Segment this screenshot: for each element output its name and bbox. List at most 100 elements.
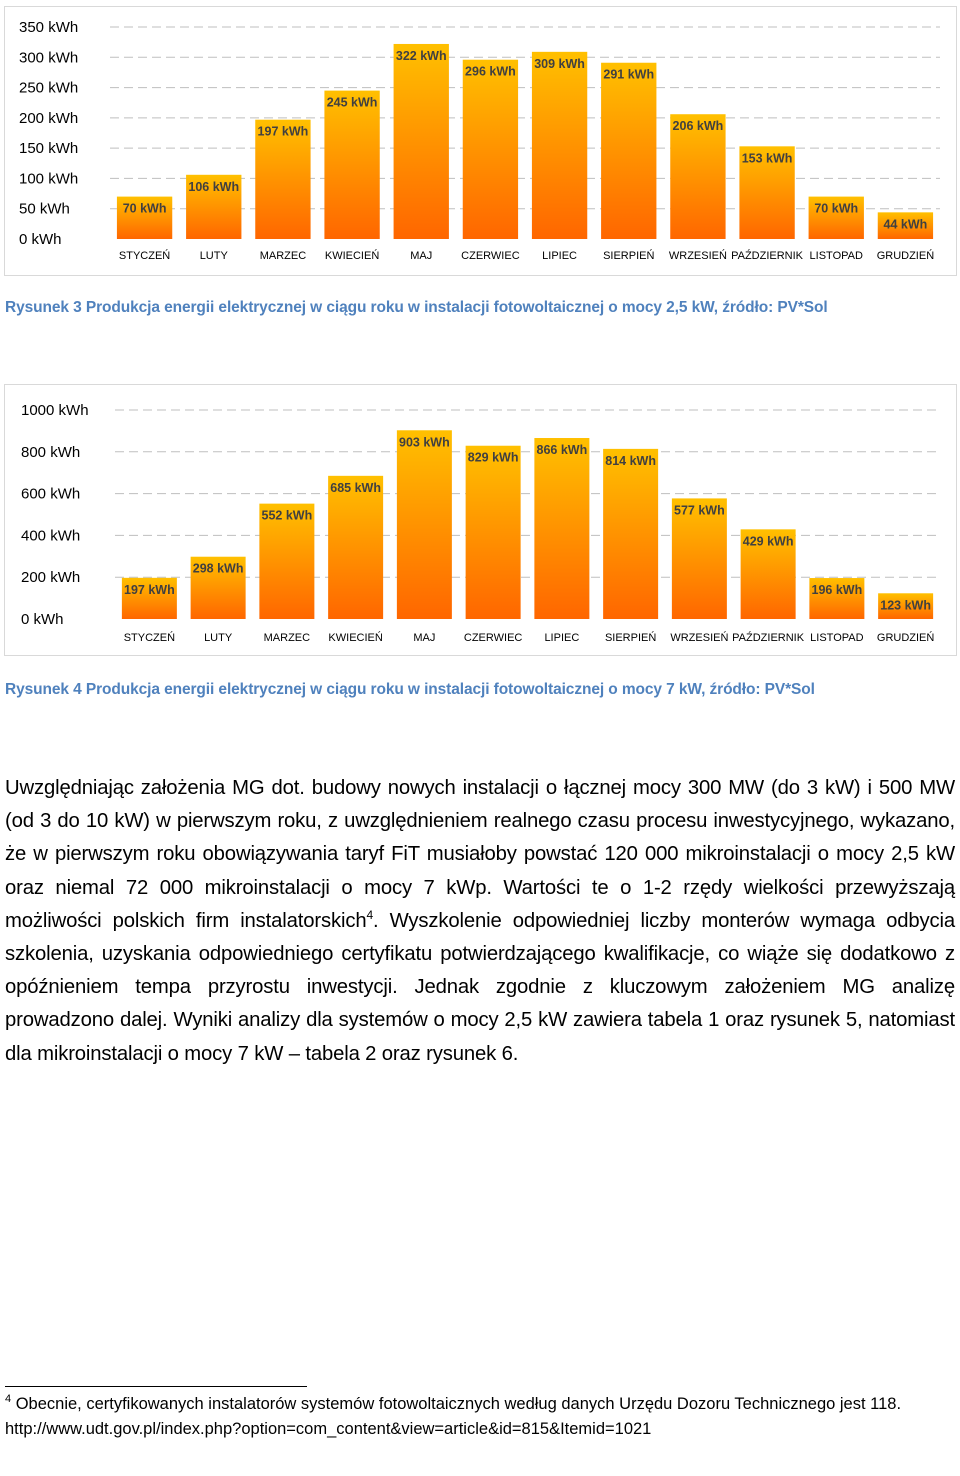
- x-tick-label: WRZESIEŃ: [669, 249, 727, 262]
- bar-9: [670, 114, 726, 239]
- bar-data-label: 44 kWh: [884, 217, 928, 231]
- x-tick-label: KWIECIEŃ: [328, 631, 382, 644]
- bar-6: [465, 445, 521, 619]
- bar-4: [324, 90, 380, 239]
- bar-12: [878, 593, 934, 619]
- x-tick-label: SIERPIEŃ: [605, 631, 656, 644]
- y-tick-label: 50 kWh: [19, 201, 70, 218]
- bar-data-label: 106 kWh: [188, 180, 239, 194]
- chart-figure-3: 0 kWh 50 kWh 100 kWh 150 kWh 200 kWh 250 kWh 3…: [4, 6, 957, 276]
- footnote-number: 4: [5, 1393, 12, 1405]
- bar-data-label: 903 kWh: [399, 435, 450, 449]
- x-tick-label: KWIECIEŃ: [325, 249, 379, 262]
- x-tick-label: STYCZEŃ: [119, 249, 170, 262]
- bar-data-label: 197 kWh: [258, 125, 309, 139]
- chart-figure-4-svg: 0 kWh 200 kWh 400 kWh 600 kWh 800 kWh 1000 kW…: [21, 402, 940, 644]
- figure-3-caption: Rysunek 3 Produkcja energii elektrycznej…: [5, 299, 828, 316]
- bar-data-label: 814 kWh: [605, 454, 656, 468]
- y-tick-label: 150 kWh: [19, 140, 78, 157]
- bar-11: [808, 196, 864, 239]
- bar-10: [739, 146, 795, 239]
- bar-4: [328, 475, 384, 619]
- x-tick-label: WRZESIEŃ: [670, 631, 728, 644]
- y-tick-label: 200 kWh: [19, 110, 78, 127]
- bar-data-label: 429 kWh: [743, 534, 794, 548]
- bar-data-label: 291 kWh: [603, 68, 654, 82]
- y-tick-label: 400 kWh: [21, 527, 80, 544]
- y-tick-label: 350 kWh: [19, 19, 78, 36]
- bar-2: [186, 174, 242, 239]
- body-text-part-2: . Wyszkolenie odpowiedniej liczby monter…: [5, 909, 955, 1065]
- x-tick-label: LISTOPAD: [810, 250, 863, 262]
- bar-data-label: 866 kWh: [537, 443, 588, 457]
- x-tick-label: SIERPIEŃ: [603, 249, 654, 262]
- bar-5: [393, 43, 449, 240]
- figure-4-caption: Rysunek 4 Produkcja energii elektrycznej…: [5, 681, 815, 698]
- x-tick-label: CZERWIEC: [461, 250, 520, 262]
- bar-3: [259, 503, 315, 619]
- bar-data-label: 70 kWh: [123, 202, 167, 216]
- bar-data-label: 123 kWh: [880, 598, 931, 612]
- y-tick-label: 300 kWh: [19, 49, 78, 66]
- bar-5: [396, 430, 452, 619]
- body-paragraph: Uwzględniając założenia MG dot. budowy n…: [5, 772, 955, 1071]
- x-tick-label: MARZEC: [260, 250, 307, 262]
- x-tick-label: LIPIEC: [544, 632, 579, 644]
- x-tick-label: PAŹDZIERNIK: [731, 249, 804, 262]
- x-tick-label: PAŹDZIERNIK: [732, 631, 805, 644]
- bar-7: [534, 438, 590, 619]
- bar-8: [603, 448, 659, 619]
- footnote-link[interactable]: http://www.udt.gov.pl/index.php?option=c…: [5, 1419, 652, 1438]
- bar-6: [462, 59, 519, 239]
- bar-3: [255, 119, 311, 239]
- y-tick-label: 0 kWh: [21, 611, 64, 628]
- x-tick-label: LUTY: [200, 250, 229, 262]
- bar-data-label: 685 kWh: [330, 481, 381, 495]
- x-tick-label: CZERWIEC: [464, 632, 523, 644]
- bar-data-label: 829 kWh: [468, 451, 519, 465]
- y-tick-label: 0 kWh: [19, 231, 62, 248]
- bar-1: [116, 196, 173, 239]
- bar-data-label: 577 kWh: [674, 503, 725, 517]
- bar-data-label: 552 kWh: [262, 509, 313, 523]
- y-tick-label: 600 kWh: [21, 486, 80, 503]
- footnote-text: Obecnie, certyfikowanych instalatorów sy…: [11, 1395, 902, 1413]
- bar-data-label: 296 kWh: [465, 65, 516, 79]
- chart-figure-4: 0 kWh 200 kWh 400 kWh 600 kWh 800 kWh 1000 kW…: [4, 384, 957, 656]
- bar-12: [877, 212, 934, 239]
- bar-11: [809, 578, 865, 619]
- x-tick-label: LIPIEC: [542, 250, 577, 262]
- x-tick-label: STYCZEŃ: [124, 631, 175, 644]
- bar-data-label: 70 kWh: [814, 202, 858, 216]
- bar-8: [601, 62, 657, 239]
- bar-2: [190, 556, 246, 619]
- y-tick-label: 800 kWh: [21, 444, 80, 461]
- bar-data-label: 206 kWh: [673, 119, 724, 133]
- bar-data-label: 309 kWh: [534, 57, 585, 71]
- bar-10: [740, 529, 796, 619]
- bar-9: [671, 498, 727, 619]
- y-tick-label: 200 kWh: [21, 569, 80, 586]
- bar-data-label: 196 kWh: [812, 583, 863, 597]
- chart-figure-3-svg: 0 kWh 50 kWh 100 kWh 150 kWh 200 kWh 250 kWh 3…: [19, 19, 940, 262]
- bar-1: [121, 577, 177, 619]
- x-tick-label: LUTY: [204, 632, 233, 644]
- x-tick-label: MAJ: [413, 632, 435, 644]
- bar-7: [531, 51, 588, 239]
- x-tick-label: LISTOPAD: [810, 632, 863, 644]
- y-tick-label: 250 kWh: [19, 80, 78, 97]
- bar-data-label: 298 kWh: [193, 562, 244, 576]
- footnote-reference[interactable]: 4: [366, 908, 373, 923]
- y-tick-label: 1000 kWh: [21, 402, 89, 419]
- x-tick-label: GRUDZIEŃ: [877, 249, 935, 262]
- footnote-separator: [5, 1386, 307, 1387]
- y-tick-label: 100 kWh: [19, 170, 78, 187]
- bar-data-label: 153 kWh: [742, 151, 793, 165]
- x-tick-label: MARZEC: [264, 632, 311, 644]
- bar-data-label: 245 kWh: [327, 96, 378, 110]
- body-text-part-1: Uwzględniając założenia MG dot. budowy n…: [5, 777, 955, 932]
- bar-data-label: 197 kWh: [124, 583, 175, 597]
- x-tick-label: GRUDZIEŃ: [877, 631, 935, 644]
- bar-data-label: 322 kWh: [396, 49, 447, 63]
- footnote: 4 Obecnie, certyfikowanych instalatorów …: [5, 1392, 955, 1441]
